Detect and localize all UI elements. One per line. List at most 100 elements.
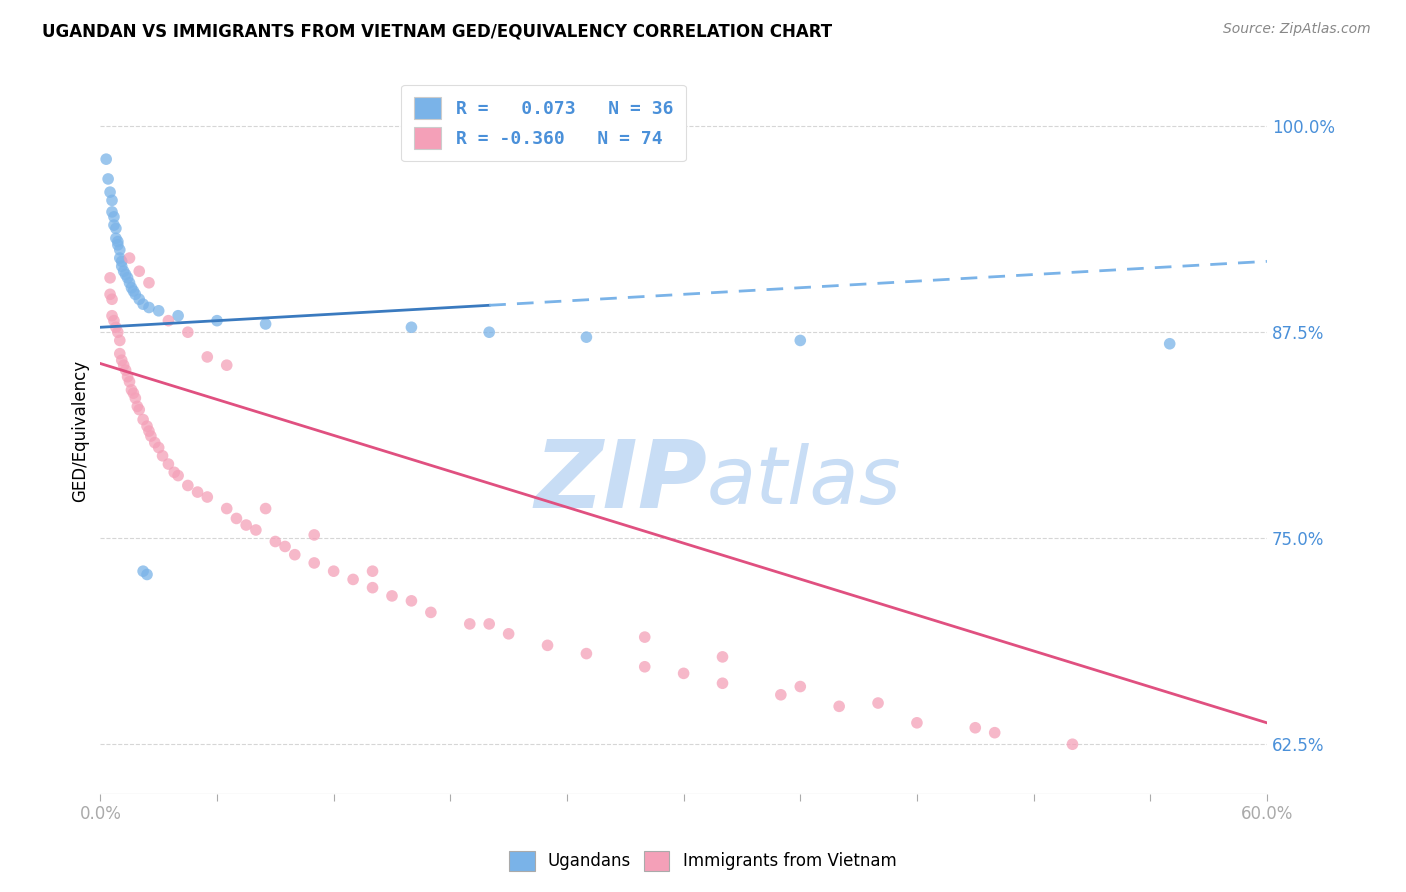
Point — [104, 231, 127, 245]
Point — [711, 649, 734, 664]
Point — [103, 218, 125, 232]
Point — [148, 441, 170, 455]
Text: UGANDAN VS IMMIGRANTS FROM VIETNAM GED/EQUIVALENCY CORRELATION CHART: UGANDAN VS IMMIGRANTS FROM VIETNAM GED/E… — [42, 22, 832, 40]
Point — [458, 616, 481, 631]
Point — [132, 564, 155, 578]
Point — [120, 281, 142, 295]
Point — [132, 412, 155, 426]
Point — [101, 205, 124, 219]
Point — [672, 666, 695, 681]
Point — [104, 221, 127, 235]
Point — [163, 465, 186, 479]
Point — [322, 564, 344, 578]
Y-axis label: GED/Equivalency: GED/Equivalency — [72, 360, 89, 502]
Point — [111, 353, 134, 368]
Point — [789, 334, 811, 348]
Point — [108, 243, 131, 257]
Point — [284, 548, 307, 562]
Legend: R =   0.073   N = 36, R = -0.360   N = 74: R = 0.073 N = 36, R = -0.360 N = 74 — [402, 85, 686, 161]
Point — [634, 630, 657, 644]
Point — [536, 638, 558, 652]
Point — [122, 284, 145, 298]
Point — [157, 314, 180, 328]
Point — [98, 270, 121, 285]
Point — [177, 325, 200, 339]
Point — [711, 676, 734, 690]
Point — [205, 314, 228, 328]
Point — [124, 391, 146, 405]
Point — [575, 330, 598, 344]
Point — [122, 386, 145, 401]
Point — [120, 383, 142, 397]
Point — [103, 314, 125, 328]
Point — [478, 325, 501, 339]
Point — [96, 152, 118, 166]
Point — [118, 276, 141, 290]
Point — [302, 556, 325, 570]
Point — [128, 402, 150, 417]
Point — [419, 606, 441, 620]
Point — [342, 573, 364, 587]
Point — [136, 567, 159, 582]
Point — [1062, 737, 1084, 751]
Point — [634, 660, 657, 674]
Point — [114, 268, 136, 282]
Point — [575, 647, 598, 661]
Point — [828, 699, 851, 714]
Point — [478, 616, 501, 631]
Point — [124, 287, 146, 301]
Point — [361, 564, 384, 578]
Point — [148, 303, 170, 318]
Point — [117, 369, 139, 384]
Point — [98, 185, 121, 199]
Point — [868, 696, 890, 710]
Point — [107, 238, 129, 252]
Point — [107, 325, 129, 339]
Point — [254, 501, 277, 516]
Text: atlas: atlas — [707, 442, 901, 521]
Point — [128, 264, 150, 278]
Point — [108, 346, 131, 360]
Point — [983, 725, 1005, 739]
Point — [235, 518, 257, 533]
Point — [157, 457, 180, 471]
Point — [254, 317, 277, 331]
Point — [138, 301, 160, 315]
Point — [111, 260, 134, 274]
Point — [789, 680, 811, 694]
Point — [104, 320, 127, 334]
Point — [128, 292, 150, 306]
Point — [107, 235, 129, 249]
Point — [1159, 336, 1181, 351]
Point — [111, 254, 134, 268]
Point — [401, 594, 423, 608]
Point — [225, 511, 247, 525]
Point — [101, 194, 124, 208]
Point — [361, 581, 384, 595]
Point — [152, 449, 174, 463]
Point — [195, 350, 218, 364]
Point — [381, 589, 404, 603]
Point — [101, 292, 124, 306]
Point — [167, 468, 190, 483]
Point — [138, 276, 160, 290]
Point — [769, 688, 792, 702]
Point — [101, 309, 124, 323]
Point — [112, 358, 135, 372]
Point — [112, 264, 135, 278]
Point — [965, 721, 987, 735]
Point — [108, 334, 131, 348]
Point — [117, 270, 139, 285]
Point — [264, 534, 287, 549]
Text: Source: ZipAtlas.com: Source: ZipAtlas.com — [1223, 22, 1371, 37]
Point — [215, 501, 238, 516]
Text: ZIP: ZIP — [534, 436, 707, 528]
Point — [139, 429, 162, 443]
Legend: Ugandans, Immigrants from Vietnam: Ugandans, Immigrants from Vietnam — [501, 842, 905, 880]
Point — [187, 485, 209, 500]
Point — [118, 375, 141, 389]
Point — [215, 358, 238, 372]
Point — [127, 400, 149, 414]
Point — [302, 528, 325, 542]
Point — [132, 297, 155, 311]
